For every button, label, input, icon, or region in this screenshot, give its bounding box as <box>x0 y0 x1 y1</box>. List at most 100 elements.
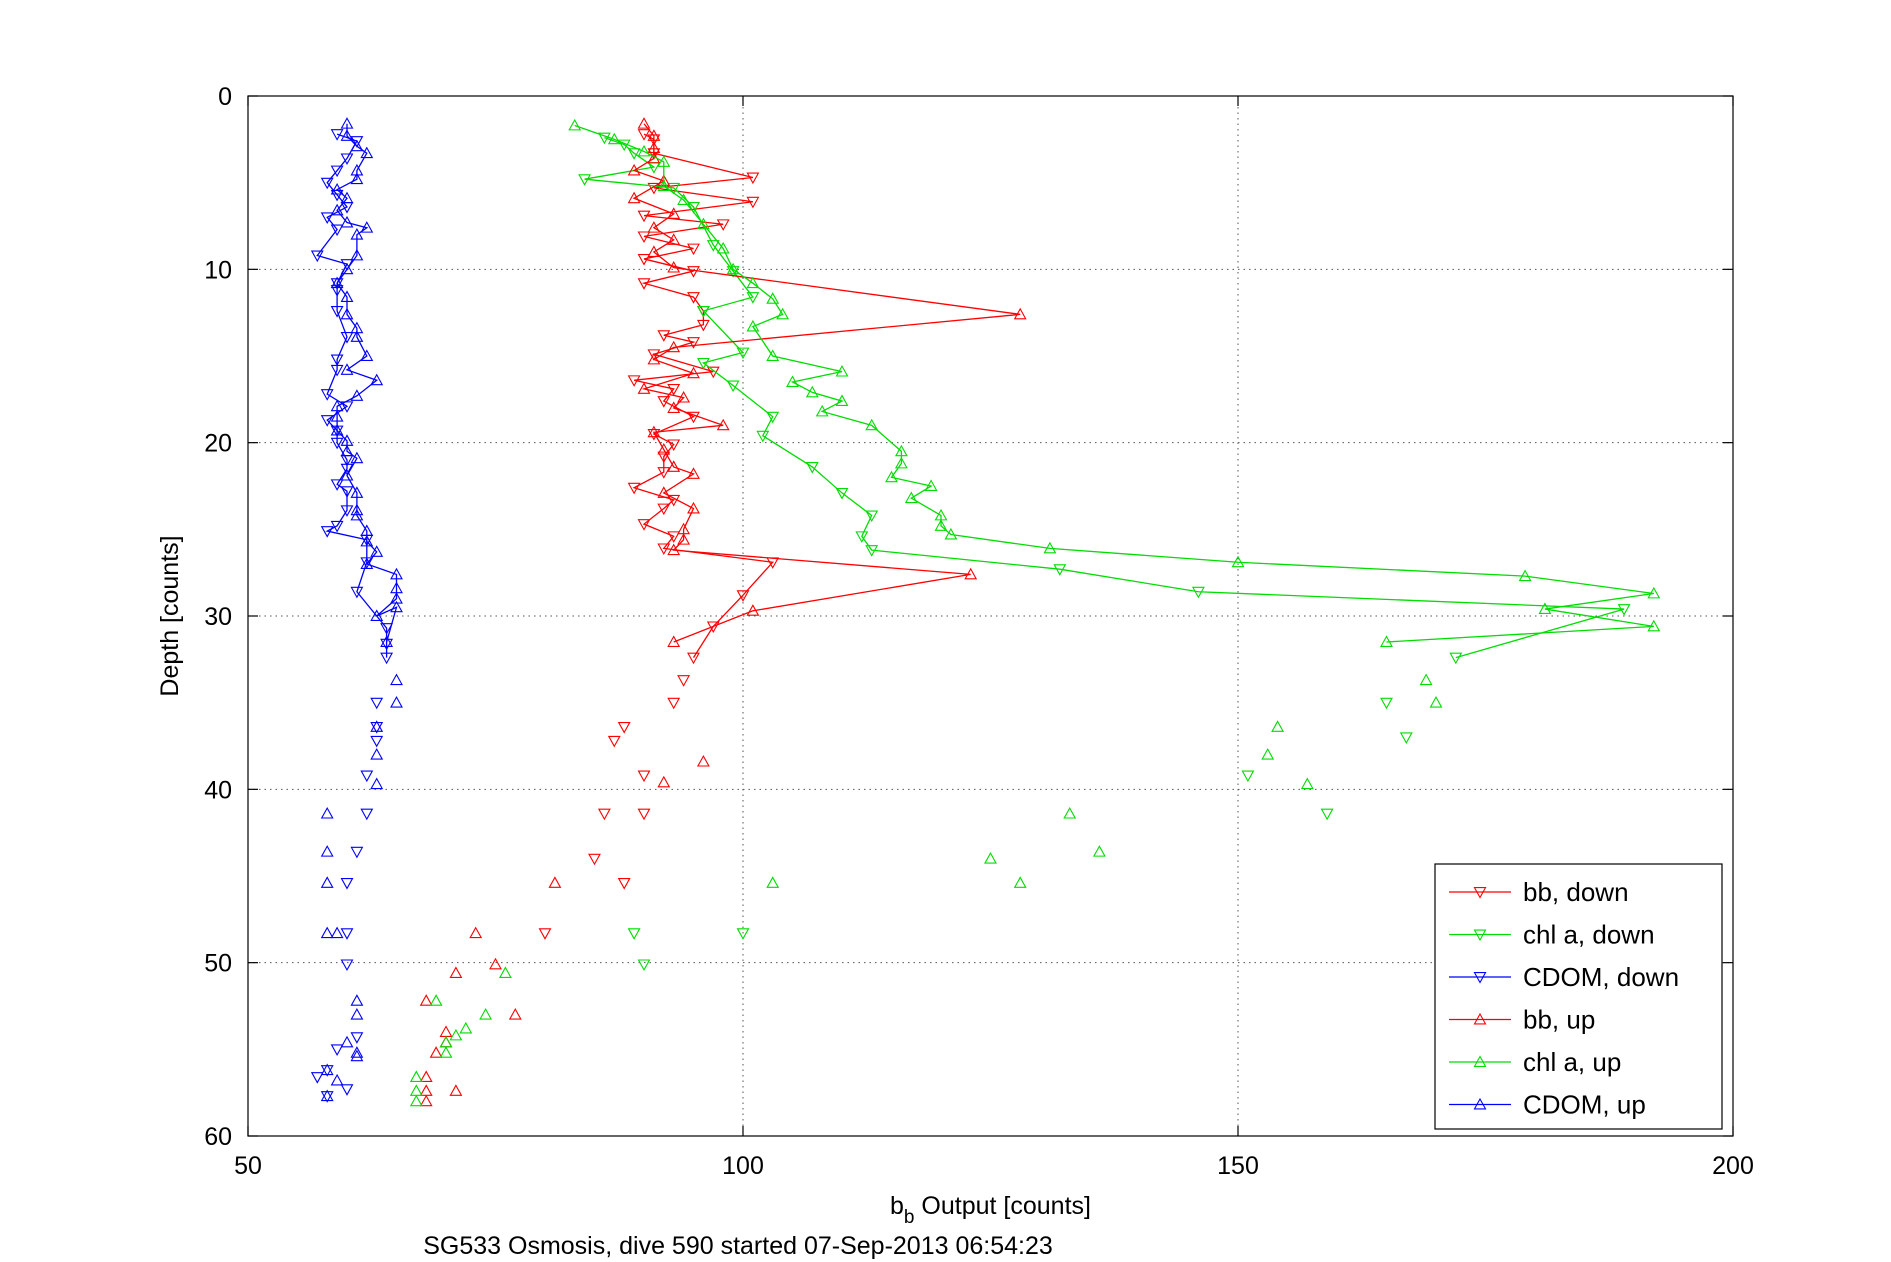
data-point <box>637 117 651 129</box>
data-point <box>855 531 869 543</box>
data-point <box>360 808 374 821</box>
data-point <box>350 503 364 516</box>
data-point <box>657 442 671 455</box>
data-point <box>479 1008 493 1020</box>
data-point <box>766 292 780 304</box>
data-point <box>667 207 681 219</box>
x-axis-label-rest: Output [counts] <box>914 1192 1091 1220</box>
data-point <box>1399 732 1413 744</box>
data-point <box>350 228 364 240</box>
data-point <box>667 182 681 195</box>
data-point <box>330 305 344 318</box>
y-tick-label: 40 <box>204 776 232 804</box>
data-point <box>390 600 403 613</box>
legend-label: CDOM, down <box>1523 962 1679 992</box>
data-point <box>360 221 374 233</box>
data-point <box>449 966 463 979</box>
data-point <box>330 129 344 141</box>
data-point <box>687 366 700 379</box>
series-line <box>584 136 1625 659</box>
data-point <box>320 1063 334 1076</box>
data-point <box>1300 777 1314 790</box>
data-point <box>449 1028 463 1041</box>
data-point <box>657 330 671 342</box>
data-point <box>1617 604 1631 616</box>
y-tick-label: 20 <box>204 430 232 458</box>
y-axis-label: Depth [counts] <box>156 535 184 696</box>
data-point <box>330 203 344 216</box>
data-point <box>330 479 344 491</box>
data-point <box>340 129 354 141</box>
data-point <box>687 467 700 479</box>
series-5 <box>320 117 403 1102</box>
data-point <box>865 418 879 431</box>
data-point <box>330 354 344 367</box>
chart-caption: SG533 Osmosis, dive 590 started 07-Sep-2… <box>423 1232 1053 1260</box>
data-point <box>1241 770 1255 783</box>
data-point <box>657 543 671 556</box>
data-point <box>538 928 552 940</box>
data-point <box>647 245 661 257</box>
data-point <box>696 319 710 332</box>
y-tick-label: 50 <box>204 950 232 978</box>
data-point <box>330 520 344 533</box>
data-point <box>647 129 661 141</box>
data-point <box>330 423 344 436</box>
data-point <box>667 697 681 710</box>
data-point <box>320 526 334 538</box>
data-point <box>340 468 354 481</box>
data-point <box>746 172 760 185</box>
legend-marker <box>1473 972 1487 984</box>
data-point <box>390 673 403 686</box>
data-point <box>320 1089 334 1102</box>
legend-label: bb, up <box>1523 1005 1595 1035</box>
data-point <box>360 349 374 361</box>
data-point <box>370 748 384 760</box>
data-point <box>647 429 661 441</box>
data-point <box>677 390 691 403</box>
data-point <box>370 777 384 790</box>
legend-marker <box>1473 929 1487 942</box>
data-point <box>657 451 671 464</box>
data-point <box>340 928 354 940</box>
data-point <box>360 557 374 569</box>
data-point <box>865 545 879 557</box>
data-point <box>657 775 671 788</box>
data-point <box>409 1070 423 1083</box>
series-layer <box>310 117 1661 1107</box>
data-point <box>617 877 631 890</box>
x-axis-label-base: b <box>890 1192 904 1220</box>
x-axis-label-subscript: b <box>904 1207 915 1228</box>
data-point <box>835 487 849 500</box>
data-point <box>340 401 354 413</box>
data-point <box>498 966 512 979</box>
data-point <box>677 533 691 545</box>
y-tick-label: 30 <box>204 603 232 631</box>
data-point <box>340 363 354 375</box>
data-point <box>647 221 661 233</box>
data-point <box>964 567 978 580</box>
data-point <box>637 278 651 290</box>
legend-item: chl a, down <box>1449 920 1655 950</box>
data-point <box>637 770 651 783</box>
data-point <box>687 411 700 424</box>
data-point <box>1449 652 1463 665</box>
data-point <box>746 292 760 304</box>
data-point <box>1647 586 1661 599</box>
data-point <box>667 340 681 353</box>
data-point <box>924 479 938 491</box>
data-point <box>350 172 364 185</box>
data-point <box>330 224 344 237</box>
data-point <box>667 439 681 452</box>
data-point <box>320 389 334 401</box>
data-point <box>805 461 819 474</box>
data-point <box>340 877 354 890</box>
data-point <box>350 994 364 1006</box>
data-point <box>597 808 611 821</box>
legend-label: bb, down <box>1523 877 1629 907</box>
data-point <box>657 396 671 408</box>
data-point <box>340 486 354 498</box>
data-point <box>320 415 334 427</box>
data-point <box>320 212 334 224</box>
